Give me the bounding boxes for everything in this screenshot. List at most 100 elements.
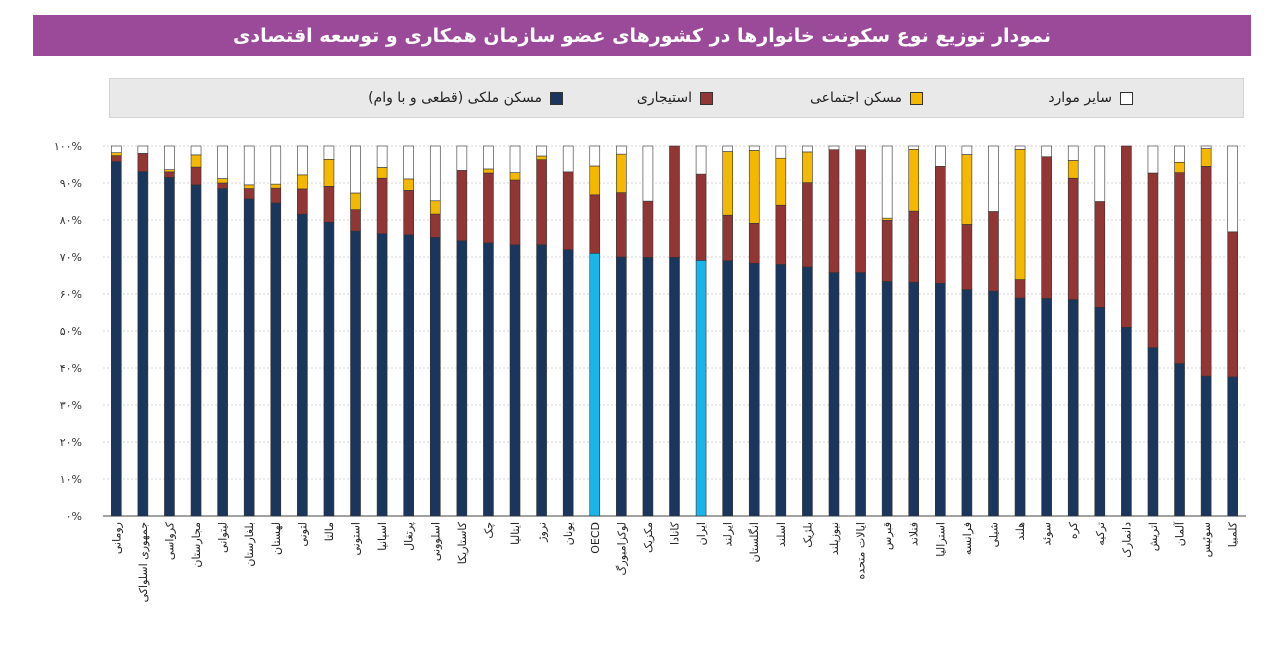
bar-segment-rent (881, 220, 893, 282)
bar-segment-owner (828, 272, 840, 517)
x-tick-label: اسپانیا (376, 522, 389, 551)
bar-segment-owner (642, 257, 654, 517)
bar-group (695, 145, 707, 517)
x-tick-label: آلمان (1173, 521, 1187, 546)
bar-segment-other (748, 145, 760, 151)
legend-swatch-social (910, 91, 923, 105)
bar-segment-owner (429, 237, 441, 517)
bar-segment-owner (1067, 299, 1079, 517)
bar-segment-other (881, 145, 893, 219)
bar-segment-rent (802, 182, 813, 268)
bar-segment-rent (1121, 145, 1132, 328)
x-tick-label: سوئد (1041, 522, 1054, 546)
bar-segment-other (616, 145, 627, 155)
x-tick-label: OECD (589, 522, 602, 554)
x-tick-label: فرانسه (961, 522, 974, 555)
bar-segment-other (323, 145, 335, 160)
bar-segment-social (429, 200, 441, 215)
x-tick-label: بلژیک (801, 522, 814, 548)
bar-segment-other (1147, 145, 1159, 174)
bar-segment-owner (483, 242, 494, 517)
y-tick-label: ۲۰% (60, 436, 82, 449)
bar-group (403, 145, 414, 517)
bar-segment-social (961, 154, 973, 225)
bar-segment-owner (376, 233, 388, 517)
x-tick-label: ایران (695, 522, 708, 545)
bar-segment-owner (403, 234, 414, 517)
bar-segment-owner (1200, 375, 1212, 517)
x-tick-label: کره (1067, 521, 1080, 539)
bar-segment-owner (509, 244, 521, 517)
bar-segment-rent (748, 223, 760, 264)
x-tick-label: اسلند (775, 522, 788, 547)
bar-segment-other (1067, 145, 1079, 161)
bar-segment-other (483, 145, 494, 170)
bar-segment-rent (1094, 201, 1106, 308)
bar-segment-social (297, 174, 308, 190)
bar-segment-owner (1174, 363, 1185, 517)
bar-segment-owner (536, 244, 547, 517)
y-tick-label: ۷۰% (60, 251, 82, 264)
x-tick-label: دانمارک (1120, 522, 1133, 558)
x-tick-label: مالتا (323, 522, 336, 541)
y-tick-label: ۴۰% (60, 362, 82, 375)
x-tick-label: اسلوونی (429, 522, 442, 561)
x-tick-label: کانادا (669, 521, 682, 545)
bar-segment-rent (483, 172, 494, 244)
bar-segment-other (190, 145, 202, 156)
legend-item-owner: مسکن ملکی (قطعی و با وام) (368, 79, 563, 117)
bar-segment-rent (1227, 231, 1239, 378)
bar-segment-owner (669, 257, 680, 517)
x-tick-label: اتریش (1147, 522, 1160, 551)
y-tick-label: ۹۰% (60, 177, 82, 190)
bar-segment-rent (217, 182, 228, 189)
bar-segment-rent (562, 171, 574, 250)
bar-group (297, 145, 308, 517)
bar-segment-rent (270, 187, 282, 204)
bar-segment-owner (350, 230, 361, 517)
bar-segment-social (1067, 160, 1079, 179)
bar-segment-owner (190, 184, 202, 517)
bar-segment-rent (350, 209, 361, 232)
bar-segment-rent (456, 170, 468, 242)
bar-segment-social (748, 150, 760, 224)
bar-segment-owner (722, 260, 733, 517)
bar-segment-rent (695, 173, 707, 261)
bar-segment-other (775, 145, 787, 159)
bar-segment-owner (137, 171, 149, 517)
legend-item-other: سایر موارد (1048, 79, 1133, 117)
y-tick-label: ۳۰% (60, 399, 82, 412)
bar-segment-other (935, 145, 946, 167)
bar-segment-social (403, 178, 414, 191)
bar-segment-rent (1147, 172, 1159, 348)
bar-segment-rent (509, 179, 521, 246)
y-tick-label: ۸۰% (60, 214, 82, 227)
x-tick-label: لتونی (296, 522, 309, 547)
x-tick-label: کرواسی (163, 521, 176, 560)
bar-group (1147, 145, 1159, 517)
bar-segment-rent (828, 149, 840, 273)
bar-segment-rent (536, 159, 547, 246)
bar-segment-rent (616, 192, 627, 258)
bar-segment-other (855, 145, 866, 150)
legend-item-social: مسکن اجتماعی (810, 79, 923, 117)
bar-segment-social (110, 152, 122, 156)
bar-segment-social (1200, 148, 1212, 167)
y-tick-label: ۶۰% (60, 288, 82, 301)
bar-segment-other (270, 145, 282, 185)
x-tick-label: لیتوانی (217, 522, 230, 553)
bar-segment-owner (164, 177, 175, 517)
bar-group (323, 145, 335, 517)
bar-segment-other (562, 145, 574, 173)
bar-segment-owner (1227, 376, 1239, 517)
bar-segment-other (988, 145, 999, 212)
bar-segment-rent (429, 213, 441, 238)
bar-segment-social (270, 183, 282, 189)
x-tick-label: فنلاند (908, 522, 921, 546)
bar-segment-owner (1094, 307, 1106, 517)
x-tick-label: سوئیس (1200, 522, 1213, 557)
y-axis: ۰% ۱۰% ۲۰% ۳۰% ۴۰% ۵۰% ۶۰% ۷۰% ۸۰% ۹۰% ۱۰۰% (54, 140, 82, 523)
bar-group (589, 145, 601, 517)
bar-group (669, 145, 680, 517)
bar-segment-other (456, 145, 468, 171)
